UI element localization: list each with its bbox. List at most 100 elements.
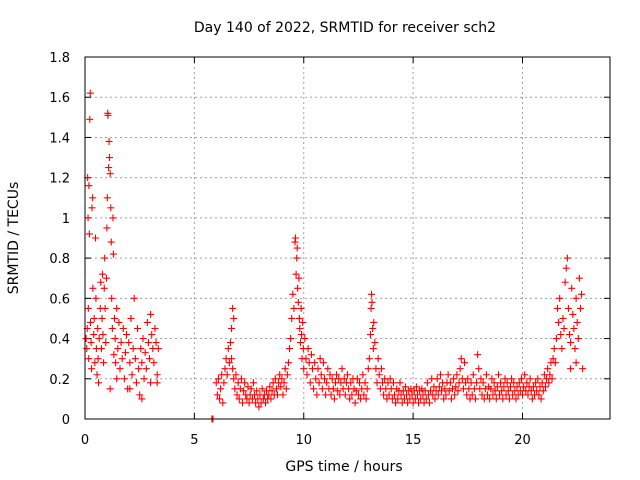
- data-point: [98, 314, 106, 322]
- data-point: [97, 345, 105, 353]
- data-point: [493, 383, 501, 391]
- data-point: [237, 375, 245, 383]
- data-point: [365, 355, 373, 363]
- data-point: [529, 383, 537, 391]
- data-point: [281, 365, 289, 373]
- data-point: [359, 371, 367, 379]
- data-point: [293, 254, 301, 262]
- data-point: [360, 391, 368, 399]
- data-point: [213, 391, 221, 399]
- data-point: [89, 194, 97, 202]
- data-point: [517, 375, 525, 383]
- data-point: [535, 391, 543, 399]
- chart-title: Day 140 of 2022, SRMTID for receiver sch…: [194, 20, 496, 36]
- data-point: [361, 379, 369, 387]
- data-point: [126, 385, 134, 393]
- data-point: [487, 385, 495, 393]
- data-point: [277, 383, 285, 391]
- data-point: [461, 359, 469, 367]
- data-point: [295, 314, 303, 322]
- data-point: [394, 395, 402, 403]
- data-point: [452, 383, 460, 391]
- data-point: [294, 284, 302, 292]
- data-point: [147, 310, 155, 318]
- data-point: [499, 395, 507, 403]
- data-point: [492, 395, 500, 403]
- y-tick-label: 1: [62, 212, 70, 227]
- data-point: [282, 385, 290, 393]
- data-point: [368, 290, 376, 298]
- data-point: [544, 365, 552, 373]
- x-tick-label: 5: [190, 433, 198, 448]
- data-points: [82, 89, 587, 423]
- data-point: [148, 331, 156, 339]
- data-point: [549, 355, 557, 363]
- data-point: [103, 194, 111, 202]
- data-point: [563, 254, 571, 262]
- data-point: [90, 314, 98, 322]
- data-point: [468, 391, 476, 399]
- data-point: [138, 395, 146, 403]
- data-point: [117, 339, 125, 347]
- data-point: [152, 339, 160, 347]
- data-point: [219, 399, 227, 407]
- data-point: [84, 214, 92, 222]
- data-point: [570, 325, 578, 332]
- data-point: [572, 359, 580, 367]
- data-point: [93, 371, 101, 379]
- data-point: [291, 234, 299, 242]
- data-point: [91, 359, 99, 367]
- data-point: [88, 365, 96, 373]
- data-point: [341, 391, 349, 399]
- data-point: [454, 387, 462, 395]
- data-point: [346, 395, 354, 403]
- data-point: [288, 314, 296, 322]
- data-point: [102, 339, 110, 347]
- data-point: [221, 365, 229, 373]
- data-point: [491, 387, 499, 395]
- data-point: [550, 345, 558, 353]
- data-point: [366, 331, 374, 339]
- data-point: [440, 395, 448, 403]
- data-point: [232, 371, 240, 379]
- data-point: [546, 371, 554, 379]
- data-point: [473, 379, 481, 387]
- tick-labels: 0 5 10 15 20 0 0.2 0.4 0.6 0.8 1 1.2 1.4 1.6 1.8: [49, 51, 530, 448]
- data-point: [431, 395, 439, 403]
- data-point: [317, 371, 325, 379]
- data-point: [504, 387, 512, 395]
- data-point: [104, 111, 112, 119]
- data-point: [154, 345, 162, 353]
- data-point: [95, 379, 103, 387]
- data-point: [105, 164, 113, 172]
- data-point: [225, 359, 233, 367]
- data-point: [286, 345, 294, 353]
- data-point: [297, 304, 305, 312]
- data-point: [442, 391, 450, 399]
- data-point: [234, 379, 242, 387]
- data-point: [557, 331, 565, 339]
- data-point: [423, 379, 431, 387]
- data-point: [276, 371, 284, 379]
- data-point: [150, 359, 158, 367]
- data-point: [229, 365, 237, 373]
- y-axis-label: SRMTID / TECUs: [6, 182, 22, 295]
- data-point: [283, 371, 291, 379]
- data-point: [446, 379, 454, 387]
- data-point: [141, 349, 149, 357]
- data-point: [456, 365, 464, 373]
- data-point: [312, 375, 320, 383]
- data-point: [498, 387, 506, 395]
- data-point: [82, 335, 90, 343]
- data-point: [123, 331, 131, 339]
- data-point: [539, 387, 547, 395]
- data-point: [488, 375, 496, 383]
- data-point: [306, 379, 314, 387]
- data-point: [486, 395, 494, 403]
- data-point: [537, 395, 545, 403]
- data-point: [327, 391, 335, 399]
- data-point: [101, 304, 109, 312]
- data-point: [469, 371, 477, 379]
- data-point: [482, 371, 490, 379]
